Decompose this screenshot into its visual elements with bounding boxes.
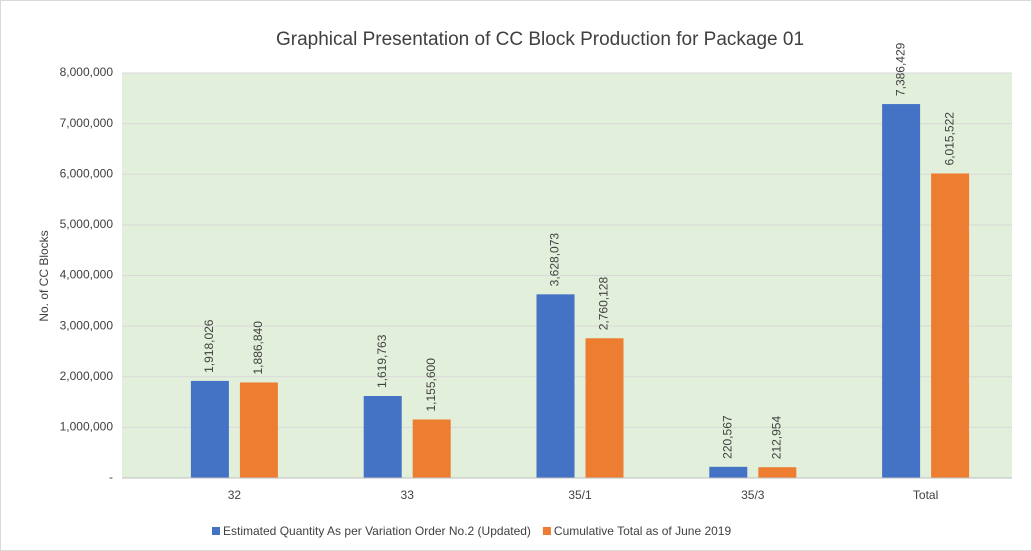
legend-swatch xyxy=(542,527,551,535)
bar xyxy=(882,104,921,478)
y-axis-title: No. of CC Blocks xyxy=(37,230,51,321)
bar xyxy=(536,294,575,478)
data-label: 212,954 xyxy=(769,416,783,460)
x-tick-label: 32 xyxy=(228,488,242,502)
x-tick-label: 35/1 xyxy=(568,488,592,502)
data-label: 220,567 xyxy=(720,415,734,459)
y-tick-label: - xyxy=(109,470,113,484)
legend-swatch xyxy=(212,527,220,535)
x-tick-label: 35/3 xyxy=(741,488,765,502)
bar xyxy=(758,467,797,478)
bar xyxy=(190,380,229,478)
data-label: 1,619,763 xyxy=(375,334,389,388)
y-tick-label: 1,000,000 xyxy=(60,420,114,434)
chart-title: Graphical Presentation of CC Block Produ… xyxy=(276,29,804,50)
data-label: 2,760,128 xyxy=(597,277,611,331)
y-tick-label: 6,000,000 xyxy=(60,166,114,180)
y-tick-label: 7,000,000 xyxy=(60,116,114,130)
y-tick-label: 2,000,000 xyxy=(60,369,114,383)
bar xyxy=(363,395,402,478)
x-tick-label: 33 xyxy=(401,488,415,502)
y-tick-label: 4,000,000 xyxy=(60,268,114,282)
data-label: 1,886,840 xyxy=(251,321,265,375)
bar xyxy=(931,173,970,478)
y-tick-label: 5,000,000 xyxy=(60,217,114,231)
bar xyxy=(412,419,451,478)
x-tick-label: Total xyxy=(913,488,938,502)
data-label: 6,015,522 xyxy=(942,112,956,166)
y-tick-label: 3,000,000 xyxy=(60,318,114,332)
bar xyxy=(239,382,278,478)
data-label: 7,386,429 xyxy=(893,42,907,96)
bar xyxy=(709,466,748,478)
legend-label: Cumulative Total as of June 2019 xyxy=(554,524,732,538)
legend-label: Estimated Quantity As per Variation Orde… xyxy=(223,524,531,538)
data-label: 1,918,026 xyxy=(202,319,216,373)
bar xyxy=(585,338,624,478)
data-label: 3,628,073 xyxy=(548,233,562,287)
y-tick-label: 8,000,000 xyxy=(60,65,114,79)
data-label: 1,155,600 xyxy=(424,358,438,412)
